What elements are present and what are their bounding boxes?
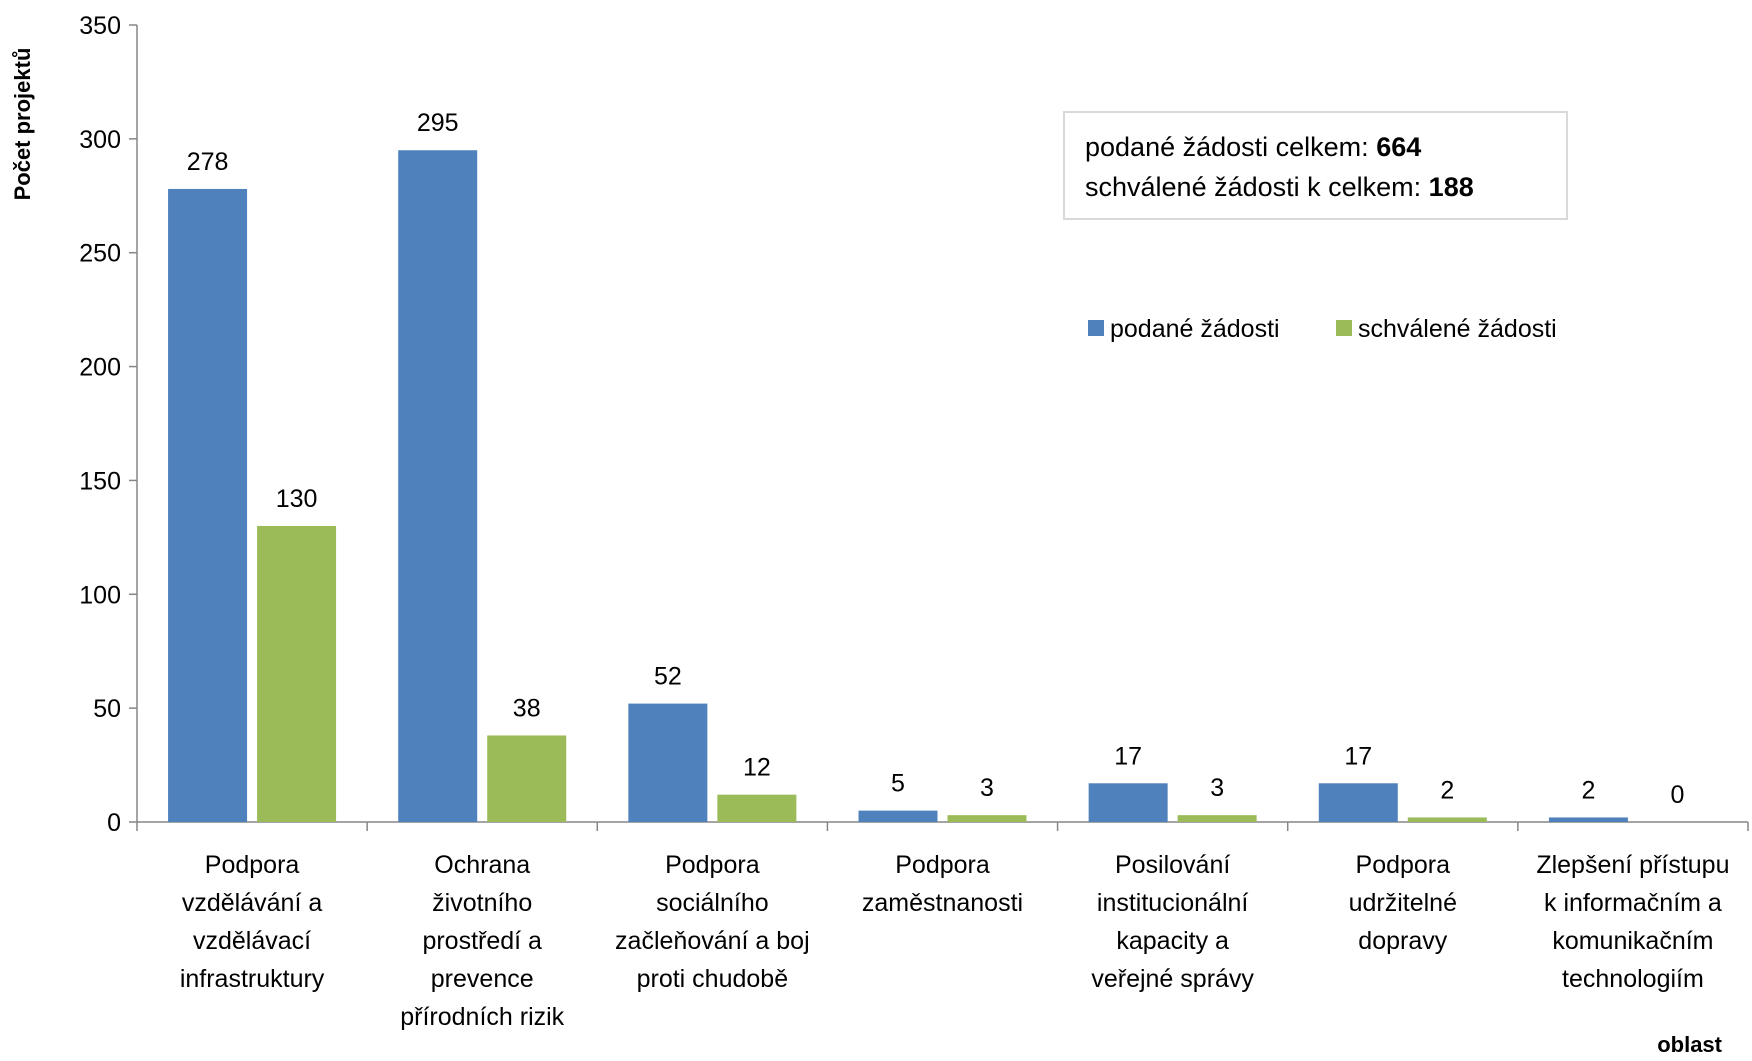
bar-approved bbox=[1177, 815, 1257, 822]
data-label: 130 bbox=[276, 485, 318, 513]
y-axis: 0 50 100 150 200 250 300 350 bbox=[79, 12, 138, 837]
category-label-line: Podpora bbox=[665, 851, 760, 879]
data-label: 2 bbox=[1581, 776, 1595, 804]
category-label-line: infrastruktury bbox=[180, 965, 325, 993]
data-label: 17 bbox=[1344, 742, 1372, 770]
y-tick-label: 300 bbox=[79, 126, 121, 154]
summary-approved-label: schválené žádosti k celkem: bbox=[1085, 172, 1429, 202]
category-label-line: Podpora bbox=[205, 851, 300, 879]
legend: podané žádosti schválené žádosti bbox=[1088, 315, 1557, 343]
category-label-line: kapacity a bbox=[1116, 927, 1229, 955]
summary-approved-value: 188 bbox=[1428, 172, 1474, 202]
category-label-line: komunikačním bbox=[1552, 927, 1713, 955]
category-label-line: dopravy bbox=[1358, 927, 1447, 955]
category-label-line: technologiím bbox=[1562, 965, 1704, 993]
category-label-line: Posilování bbox=[1115, 851, 1230, 879]
category-labels: Podpora vzdělávání a vzdělávací infrastrukt… bbox=[180, 851, 1730, 1031]
legend-label: podané žádosti bbox=[1110, 315, 1280, 343]
bar-submitted bbox=[858, 810, 938, 822]
summary-box: podané žádosti celkem: 664 schválené žád… bbox=[1063, 111, 1568, 220]
bar-submitted bbox=[1088, 783, 1168, 822]
category-label-line: k informačním a bbox=[1544, 889, 1722, 917]
category-label-line: vzdělávací bbox=[193, 927, 311, 955]
x-axis-title: oblast bbox=[1657, 1032, 1722, 1057]
y-axis-title: Počet projektů bbox=[10, 48, 35, 201]
category-label-line: Podpora bbox=[895, 851, 990, 879]
category-label-line: vzdělávání a bbox=[182, 889, 322, 917]
y-tick-label: 150 bbox=[79, 467, 121, 495]
summary-submitted-value: 664 bbox=[1376, 132, 1422, 162]
legend-label: schválené žádosti bbox=[1358, 315, 1557, 343]
bar-approved bbox=[257, 525, 337, 822]
category-label-line: přírodních rizik bbox=[400, 1003, 564, 1031]
bars bbox=[168, 150, 1628, 822]
data-label: 0 bbox=[1670, 781, 1684, 809]
y-tick-label: 100 bbox=[79, 581, 121, 609]
data-label: 3 bbox=[1210, 774, 1224, 802]
data-label: 12 bbox=[743, 754, 771, 782]
data-label: 17 bbox=[1114, 742, 1142, 770]
y-tick-label: 0 bbox=[107, 809, 121, 837]
summary-approved-line: schválené žádosti k celkem: 188 bbox=[1085, 167, 1566, 207]
legend-swatch bbox=[1088, 320, 1104, 336]
category-label-line: zaměstnanosti bbox=[862, 889, 1023, 917]
y-tick-label: 350 bbox=[79, 12, 121, 40]
bar-approved bbox=[947, 815, 1027, 822]
data-label: 38 bbox=[513, 694, 541, 722]
bar-approved bbox=[1407, 817, 1487, 822]
bar-approved bbox=[717, 794, 797, 822]
category-label-line: institucionální bbox=[1097, 889, 1249, 917]
data-labels: 278 130 295 38 52 12 5 3 17 3 17 2 2 0 bbox=[187, 109, 1685, 809]
category-label-line: prostředí a bbox=[422, 927, 542, 955]
bar-submitted bbox=[168, 188, 248, 822]
category-label-line: Podpora bbox=[1356, 851, 1451, 879]
bar-submitted bbox=[628, 703, 708, 822]
summary-submitted-label: podané žádosti celkem: bbox=[1085, 132, 1377, 162]
y-tick-label: 250 bbox=[79, 240, 121, 268]
data-label: 2 bbox=[1440, 776, 1454, 804]
category-label-line: Ochrana bbox=[434, 851, 530, 879]
bar-approved bbox=[487, 735, 567, 822]
data-label: 295 bbox=[417, 109, 459, 137]
data-label: 5 bbox=[891, 770, 905, 798]
y-tick-label: 50 bbox=[93, 695, 121, 723]
bar-submitted bbox=[1318, 783, 1398, 822]
category-label-line: udržitelné bbox=[1349, 889, 1457, 917]
category-label-line: začleňování a boj bbox=[615, 927, 810, 955]
data-label: 278 bbox=[187, 148, 229, 176]
bar-submitted bbox=[1548, 817, 1628, 822]
y-tick-label: 200 bbox=[79, 354, 121, 382]
category-label-line: veřejné správy bbox=[1091, 965, 1254, 993]
data-label: 3 bbox=[980, 774, 994, 802]
legend-swatch bbox=[1336, 320, 1352, 336]
category-label-line: Zlepšení přístupu bbox=[1536, 851, 1729, 879]
category-label-line: životního bbox=[432, 889, 532, 917]
category-label-line: proti chudobě bbox=[637, 965, 789, 993]
category-label-line: prevence bbox=[431, 965, 534, 993]
summary-submitted-line: podané žádosti celkem: 664 bbox=[1085, 127, 1566, 167]
data-label: 52 bbox=[654, 663, 682, 691]
x-axis bbox=[136, 821, 1749, 831]
category-label-line: sociálního bbox=[656, 889, 769, 917]
bar-submitted bbox=[398, 150, 478, 822]
